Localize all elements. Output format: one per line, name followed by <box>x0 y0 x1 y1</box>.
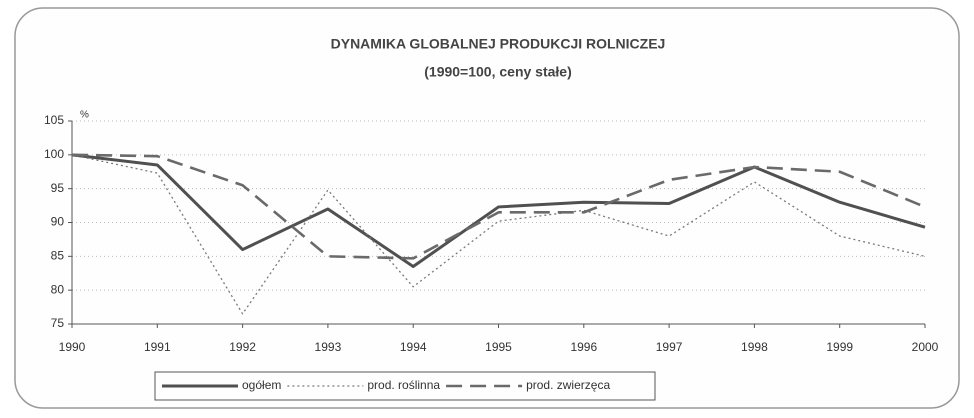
x-tick-label: 2000 <box>912 340 939 354</box>
y-tick-label: 75 <box>51 316 65 330</box>
y-tick-label: 85 <box>51 249 65 263</box>
x-tick-label: 1990 <box>59 340 86 354</box>
legend-label: prod. zwierzęca <box>526 378 610 392</box>
x-tick-label: 1993 <box>315 340 342 354</box>
legend-label: prod. roślinna <box>367 378 440 392</box>
series-line <box>71 153 926 260</box>
x-tick-label: 1997 <box>656 340 683 354</box>
y-tick-label: 105 <box>44 113 64 127</box>
series-line <box>71 154 926 315</box>
x-tick-label: 1999 <box>826 340 853 354</box>
legend-box <box>154 371 656 401</box>
chart-subtitle: (1990=100, ceny stałe) <box>424 64 572 80</box>
x-tick-label: 1996 <box>570 340 597 354</box>
y-tick-label: 95 <box>51 181 65 195</box>
chart-title: DYNAMIKA GLOBALNEJ PRODUKCJI ROLNICZEJ <box>331 36 666 52</box>
x-tick-label: 1995 <box>485 340 512 354</box>
x-tick-label: 1992 <box>229 340 256 354</box>
y-tick-label: 80 <box>51 282 65 296</box>
x-tick-label: 1994 <box>400 340 427 354</box>
y-tick-label: 100 <box>44 147 64 161</box>
legend-label: ogółem <box>242 378 281 392</box>
chart-frame <box>14 7 960 409</box>
y-tick-label: 90 <box>51 215 65 229</box>
x-tick-label: 1998 <box>741 340 768 354</box>
x-tick-label: 1991 <box>144 340 171 354</box>
y-axis-label: % <box>80 110 89 121</box>
series-line <box>71 153 926 268</box>
